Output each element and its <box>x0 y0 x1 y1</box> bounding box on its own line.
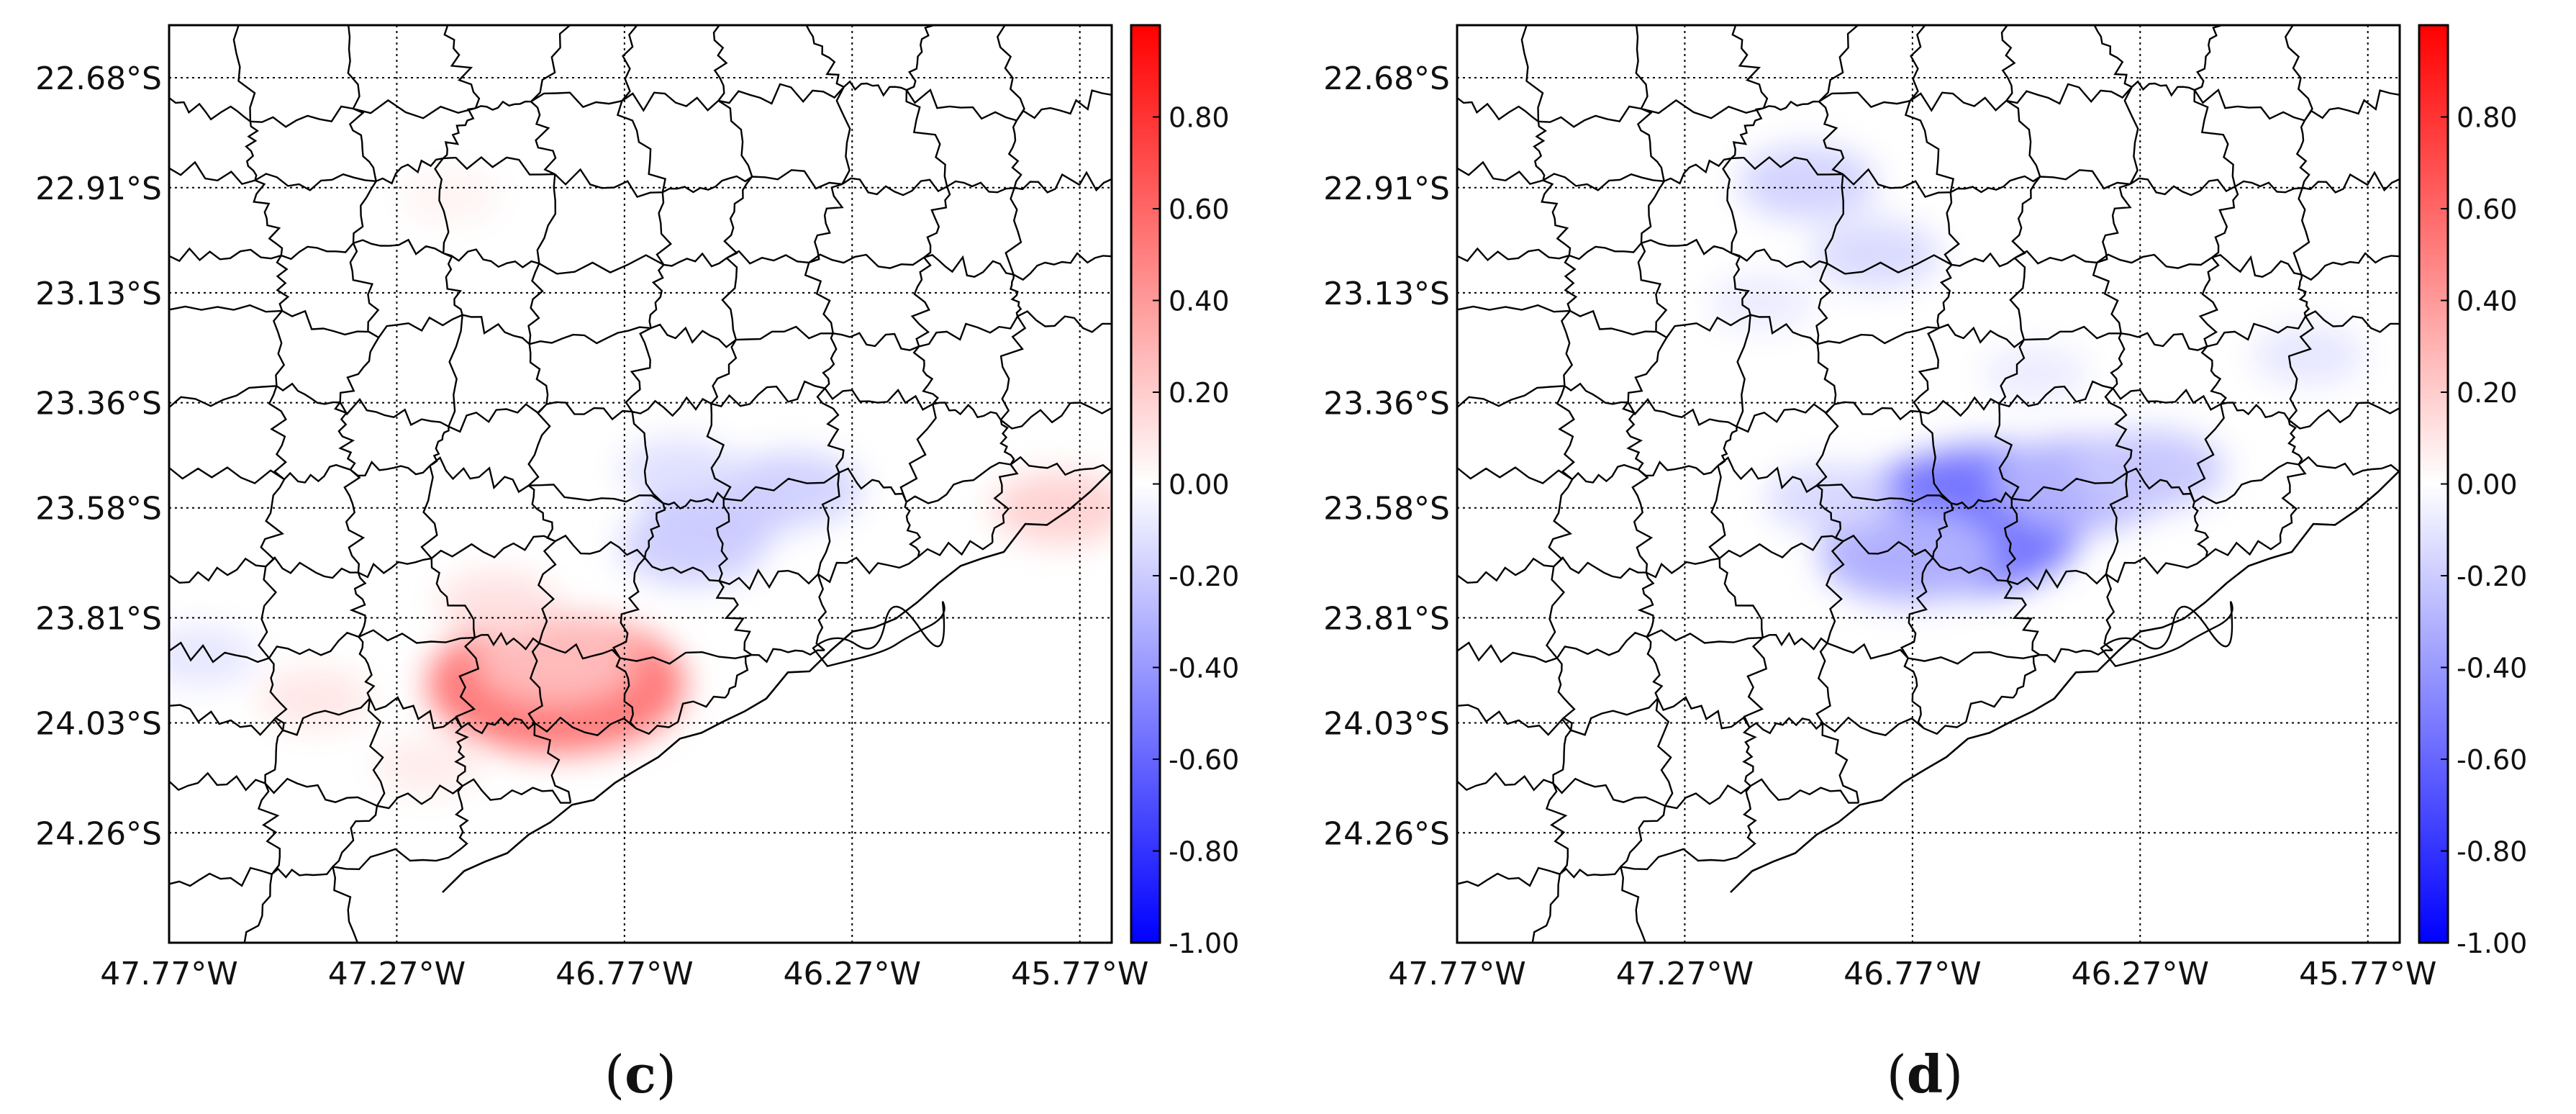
anomaly-blob <box>1811 219 1941 289</box>
lat-tick-label: 23.13°S <box>35 276 162 312</box>
colorbar-tick-label: -0.60 <box>2457 744 2527 776</box>
caption-letter: c <box>625 1043 656 1105</box>
anomaly-blob <box>403 171 500 224</box>
colorbar-tick-label: 0.60 <box>2457 194 2518 225</box>
anomaly-blob <box>2252 325 2365 386</box>
colorbar-tick-label: -0.60 <box>1169 744 1239 776</box>
map-frame <box>1456 24 2401 944</box>
colorbar-tick-label: 0.20 <box>2457 377 2518 409</box>
anomaly-blob <box>1982 345 2089 403</box>
caption-c: (c) <box>568 1043 712 1105</box>
map-figure-d: 22.68°S 22.91°S 23.13°S 23.36°S 23.58°S 23.81… <box>1323 24 2527 992</box>
caption-letter: d <box>1906 1043 1944 1105</box>
colorbar-tick-label: 0.40 <box>2457 286 2518 317</box>
lat-tick-label: 24.03°S <box>35 706 162 743</box>
panel-d: 22.68°S 22.91°S 23.13°S 23.36°S 23.58°S 23.81… <box>1288 0 2576 1114</box>
lat-tick-label: 23.36°S <box>1323 386 1450 422</box>
estuary-outline <box>2100 601 2233 668</box>
anomaly-blob <box>1766 463 1895 533</box>
anomaly-blob <box>375 737 482 794</box>
anomaly-blob <box>437 571 557 635</box>
anomaly-blob <box>169 625 258 687</box>
colorbar-tick-label: -1.00 <box>1169 928 1239 959</box>
lat-tick-label: 23.13°S <box>1323 276 1450 312</box>
anomaly-blob <box>992 471 1112 545</box>
lon-tick-label: 45.77°W <box>2299 956 2436 992</box>
lon-tick-label: 45.77°W <box>1011 956 1148 992</box>
lon-tick-label: 47.77°W <box>1388 956 1525 992</box>
colorbar-tick-label: 0.00 <box>2457 469 2518 501</box>
caption-open: ( <box>1886 1044 1907 1105</box>
graticule <box>1456 25 2400 943</box>
lon-tick-label: 47.27°W <box>1616 956 1754 992</box>
colorbar-tick-label: 0.80 <box>1169 102 1230 134</box>
anomaly-blob <box>1738 145 1877 220</box>
lat-tick-label: 23.58°S <box>1323 491 1450 527</box>
lat-tick-label: 22.91°S <box>35 171 162 207</box>
anomaly-blob <box>475 617 637 705</box>
anomaly-blob <box>620 507 766 585</box>
coastline <box>442 469 1112 893</box>
colorbar-tick-label: -0.80 <box>2457 836 2527 868</box>
colorbar-tick-label: -0.40 <box>1169 653 1239 684</box>
lat-tick-label: 24.26°S <box>35 815 162 852</box>
colorbar-tick-label: 0.40 <box>1169 286 1230 317</box>
anomaly-blob <box>619 438 739 502</box>
lon-tick-label: 46.27°W <box>2072 956 2209 992</box>
lat-tick-label: 24.26°S <box>1323 815 1450 852</box>
lat-tick-label: 23.81°S <box>35 600 162 637</box>
map-frame <box>168 24 1113 944</box>
colorbar-tick-label: -0.40 <box>2457 653 2527 684</box>
colorbar-tick-label: -0.80 <box>1169 836 1239 868</box>
map-figure-c: 22.68°S 22.91°S 23.13°S 23.36°S 23.58°S 23.81… <box>35 24 1239 992</box>
lon-tick-label: 47.77°W <box>100 956 237 992</box>
anomaly-blob <box>2073 429 2226 510</box>
lon-tick-label: 46.77°W <box>555 956 693 992</box>
graticule <box>168 25 1112 943</box>
colorbar-tick-label: 0.80 <box>2457 102 2518 134</box>
lat-tick-label: 23.58°S <box>35 491 162 527</box>
lat-tick-label: 22.68°S <box>35 60 162 97</box>
lat-tick-label: 23.81°S <box>1323 600 1450 637</box>
colorbar-tick-label: -0.20 <box>2457 561 2527 592</box>
lat-tick-label: 23.36°S <box>35 386 162 422</box>
caption-open: ( <box>604 1044 625 1105</box>
coastline <box>1730 469 2400 893</box>
anomaly-field <box>1709 145 2365 604</box>
estuary-outline <box>812 601 945 668</box>
colorbar-tick-label: -0.20 <box>1169 561 1239 592</box>
colorbar-tick-label: -1.00 <box>2457 928 2527 959</box>
lat-tick-label: 24.03°S <box>1323 706 1450 743</box>
caption-d: (d) <box>1853 1043 1997 1105</box>
lon-tick-label: 46.77°W <box>1843 956 1981 992</box>
colorbar-tick-label: 0.60 <box>1169 194 1230 225</box>
colorbar-tick-label: 0.20 <box>1169 377 1230 409</box>
caption-close: ) <box>656 1044 677 1105</box>
lon-tick-label: 46.27°W <box>784 956 921 992</box>
anomaly-blob <box>1819 508 1997 604</box>
lat-tick-label: 22.91°S <box>1323 171 1450 207</box>
lon-tick-label: 47.27°W <box>328 956 466 992</box>
caption-close: ) <box>1943 1044 1964 1105</box>
lat-tick-label: 22.68°S <box>1323 60 1450 97</box>
anomaly-blob <box>723 451 863 526</box>
panel-c: 22.68°S 22.91°S 23.13°S 23.36°S 23.58°S 23.81… <box>35 24 1239 1105</box>
colorbar-tick-label: 0.00 <box>1169 469 1230 501</box>
